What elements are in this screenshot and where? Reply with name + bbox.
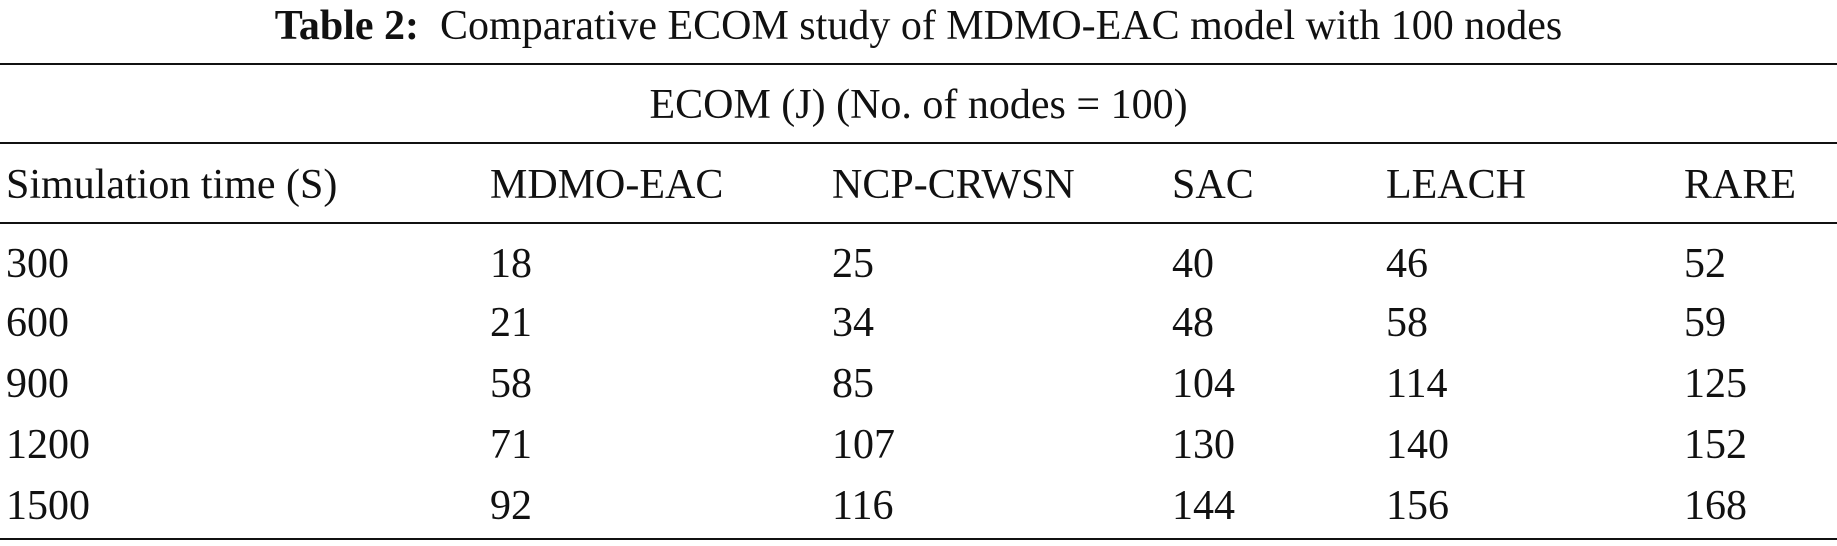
table-cell: 85 [832, 361, 874, 407]
table-cell: 114 [1386, 361, 1448, 407]
table-cell: 152 [1684, 422, 1747, 468]
table-cell: 116 [832, 483, 894, 529]
table-cell: 104 [1172, 361, 1235, 407]
table-cell: 156 [1386, 483, 1449, 529]
row-label: 1500 [6, 483, 90, 529]
column-header: LEACH [1386, 162, 1526, 208]
column-header: Simulation time (S) [6, 162, 338, 208]
table-cell: 130 [1172, 422, 1235, 468]
table-cell: 71 [490, 422, 532, 468]
table-cell: 168 [1684, 483, 1747, 529]
top-rule [0, 63, 1837, 65]
row-label: 600 [6, 300, 69, 346]
table-cell: 40 [1172, 241, 1214, 287]
table-cell: 144 [1172, 483, 1235, 529]
header-rule [0, 142, 1837, 144]
table-cell: 46 [1386, 241, 1428, 287]
table-cell: 58 [1386, 300, 1428, 346]
caption-text: Comparative ECOM study of MDMO-EAC model… [440, 3, 1563, 49]
column-header: RARE [1684, 162, 1797, 208]
table-cell: 25 [832, 241, 874, 287]
table-cell: 125 [1684, 361, 1747, 407]
table-cell: 21 [490, 300, 532, 346]
bottom-rule [0, 538, 1837, 540]
column-header: NCP-CRWSN [832, 162, 1075, 208]
row-label: 300 [6, 241, 69, 287]
column-header: SAC [1172, 162, 1254, 208]
table-cell: 140 [1386, 422, 1449, 468]
table-cell: 92 [490, 483, 532, 529]
table-cell: 48 [1172, 300, 1214, 346]
table-cell: 34 [832, 300, 874, 346]
table-cell: 59 [1684, 300, 1726, 346]
row-label: 900 [6, 361, 69, 407]
table-cell: 58 [490, 361, 532, 407]
table-caption: Table 2: Comparative ECOM study of MDMO-… [0, 5, 1837, 47]
table-cell: 52 [1684, 241, 1726, 287]
row-label: 1200 [6, 422, 90, 468]
group-header: ECOM (J) (No. of nodes = 100) [649, 82, 1188, 128]
table-cell: 107 [832, 422, 895, 468]
column-header: MDMO-EAC [490, 162, 724, 208]
body-rule [0, 222, 1837, 224]
table-cell: 18 [490, 241, 532, 287]
caption-label: Table 2: [274, 3, 420, 49]
